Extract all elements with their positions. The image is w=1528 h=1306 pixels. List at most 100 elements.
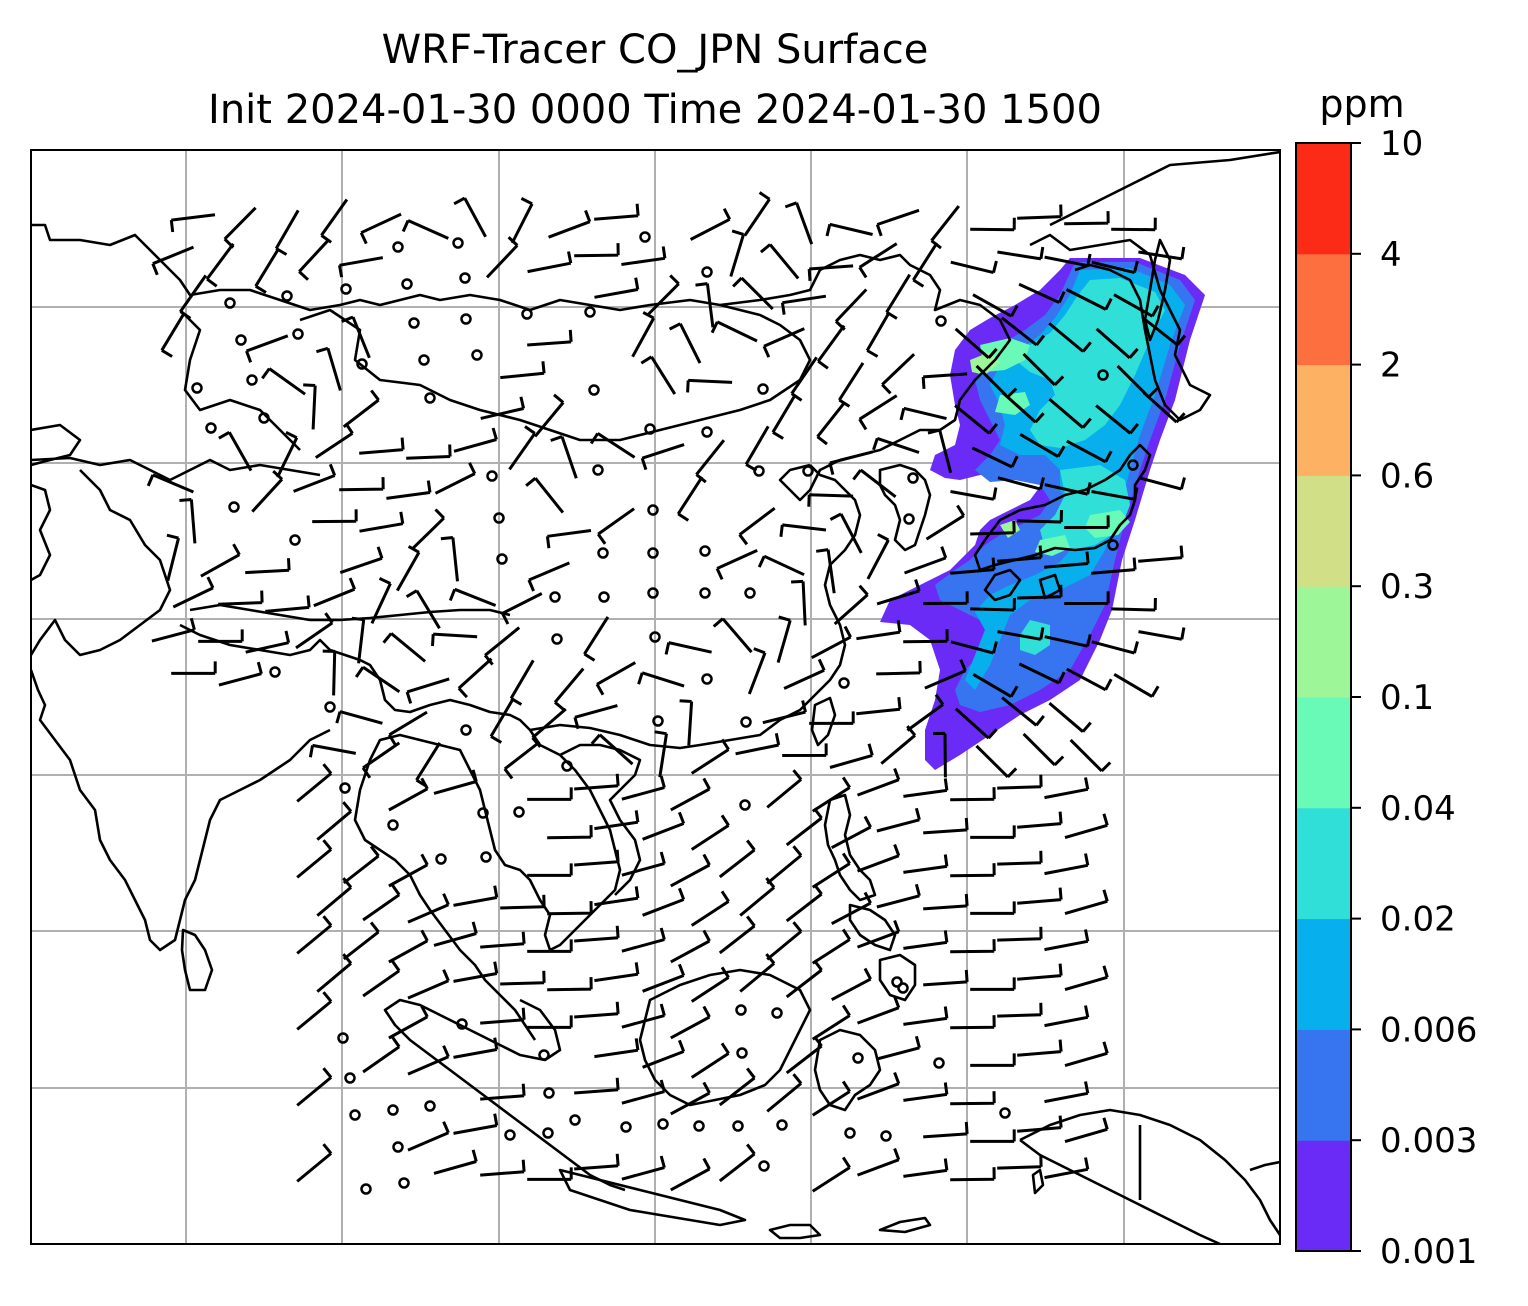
wind-barb-calm xyxy=(269,666,281,678)
wind-barb-calm xyxy=(460,724,472,736)
colorbar-segments xyxy=(1296,143,1351,1252)
wind-barb xyxy=(218,430,253,472)
wind-barb xyxy=(718,915,756,955)
wind-barb xyxy=(621,851,666,877)
wind-barb-calm xyxy=(933,1057,945,1069)
wind-barb xyxy=(950,1091,996,1106)
wind-barb xyxy=(596,507,635,545)
wind-barb xyxy=(807,264,854,282)
wind-barb xyxy=(997,545,1043,563)
wind-barb xyxy=(509,659,535,706)
wind-barb xyxy=(766,921,803,961)
wind-barb-calm xyxy=(398,1177,410,1189)
wind-barb xyxy=(533,393,565,438)
colorbar-segment xyxy=(1296,586,1351,698)
wind-barb xyxy=(574,1001,620,1019)
wind-barb xyxy=(829,743,874,769)
wind-barb xyxy=(362,884,401,922)
wind-barb xyxy=(314,422,354,459)
wind-barb xyxy=(975,744,1018,778)
wind-barb-calm xyxy=(657,1118,669,1130)
wind-barb xyxy=(784,201,814,245)
wind-barb-calm xyxy=(639,231,651,243)
wind-barb-calm xyxy=(999,1107,1011,1119)
wind-barb-calm xyxy=(732,1120,744,1132)
wind-barb xyxy=(876,807,921,833)
wind-barb xyxy=(858,394,898,431)
wind-barb xyxy=(816,401,846,446)
wind-barb-calm xyxy=(652,715,664,727)
colorbar-tick-label: 0.04 xyxy=(1380,789,1456,829)
wind-barb xyxy=(1017,584,1063,600)
wind-barb xyxy=(923,591,969,605)
colorbar-tick-label: 4 xyxy=(1380,235,1402,275)
wind-barb xyxy=(453,1113,499,1135)
wind-barb xyxy=(480,1159,526,1177)
wind-barb xyxy=(923,969,969,987)
wind-barb xyxy=(830,815,872,850)
wind-barb xyxy=(1044,1157,1090,1180)
wind-barb xyxy=(218,661,263,687)
wind-barb xyxy=(903,854,949,874)
wind-barb xyxy=(589,432,636,459)
wind-barb xyxy=(485,236,519,279)
wind-barb-calm xyxy=(584,306,596,318)
wind-barb xyxy=(856,697,902,716)
wind-barb xyxy=(1111,597,1157,612)
colorbar-tick-label: 0.001 xyxy=(1380,1232,1477,1272)
wind-barb xyxy=(670,853,711,888)
coastlines xyxy=(31,150,1280,1244)
wind-barb xyxy=(179,498,197,544)
wind-barb-calm xyxy=(757,383,769,395)
wind-barb xyxy=(954,327,998,360)
colorbar-tick-label: 0.1 xyxy=(1380,678,1434,718)
wind-barb xyxy=(903,1158,949,1178)
wind-barb-calm xyxy=(235,334,247,346)
wind-barb xyxy=(1064,591,1110,605)
wind-barb xyxy=(1091,260,1139,275)
wind-barb-calm xyxy=(418,354,430,366)
wind-barb-calm xyxy=(392,241,404,253)
wind-barb xyxy=(912,242,939,288)
wind-barb xyxy=(858,242,898,279)
wind-barb xyxy=(407,1121,450,1152)
wind-barb xyxy=(382,632,427,663)
wind-barb xyxy=(739,877,776,917)
wind-barb xyxy=(637,671,685,688)
wind-barb xyxy=(668,322,702,364)
wind-barb xyxy=(1044,551,1090,569)
wind-barb-calm xyxy=(504,1129,516,1141)
wind-barb xyxy=(876,660,922,676)
wind-barb xyxy=(997,246,1045,261)
wind-barb xyxy=(785,1035,823,1075)
wind-barb xyxy=(342,389,380,428)
wind-barb xyxy=(695,282,715,328)
wind-barb xyxy=(1064,1117,1109,1144)
wind-barb-calm xyxy=(191,382,203,394)
wind-barb xyxy=(811,776,851,813)
colorbar: 0.001 0.003 0.006 0.02 0.04 0.1 0.3 0.6 2 4 10 ppm xyxy=(1295,82,1477,1272)
map-frame xyxy=(30,149,1281,1245)
wind-barb xyxy=(729,229,745,277)
wind-barb xyxy=(574,1153,620,1171)
wind-barb xyxy=(782,743,828,757)
wind-barb-calm xyxy=(935,315,947,327)
wind-barb xyxy=(885,273,911,320)
wind-barb xyxy=(811,1004,851,1041)
wind-barb xyxy=(785,959,823,999)
wind-barb-calm xyxy=(513,806,525,818)
wind-barb-calm xyxy=(424,392,436,404)
wind-barb xyxy=(351,616,366,664)
wind-barb xyxy=(642,1039,686,1069)
wind-barb xyxy=(245,558,291,575)
wind-barb-calm xyxy=(289,534,301,546)
wind-barb xyxy=(1044,853,1090,876)
wind-barb-calm xyxy=(387,819,399,831)
wind-barb-calm xyxy=(907,472,919,484)
wind-barb xyxy=(876,883,921,909)
wind-barb xyxy=(738,507,776,546)
wind-barb xyxy=(856,843,901,873)
wind-barb-calm xyxy=(521,308,533,320)
wind-barb-calm xyxy=(620,1121,632,1133)
wind-barb-calm xyxy=(561,760,573,772)
